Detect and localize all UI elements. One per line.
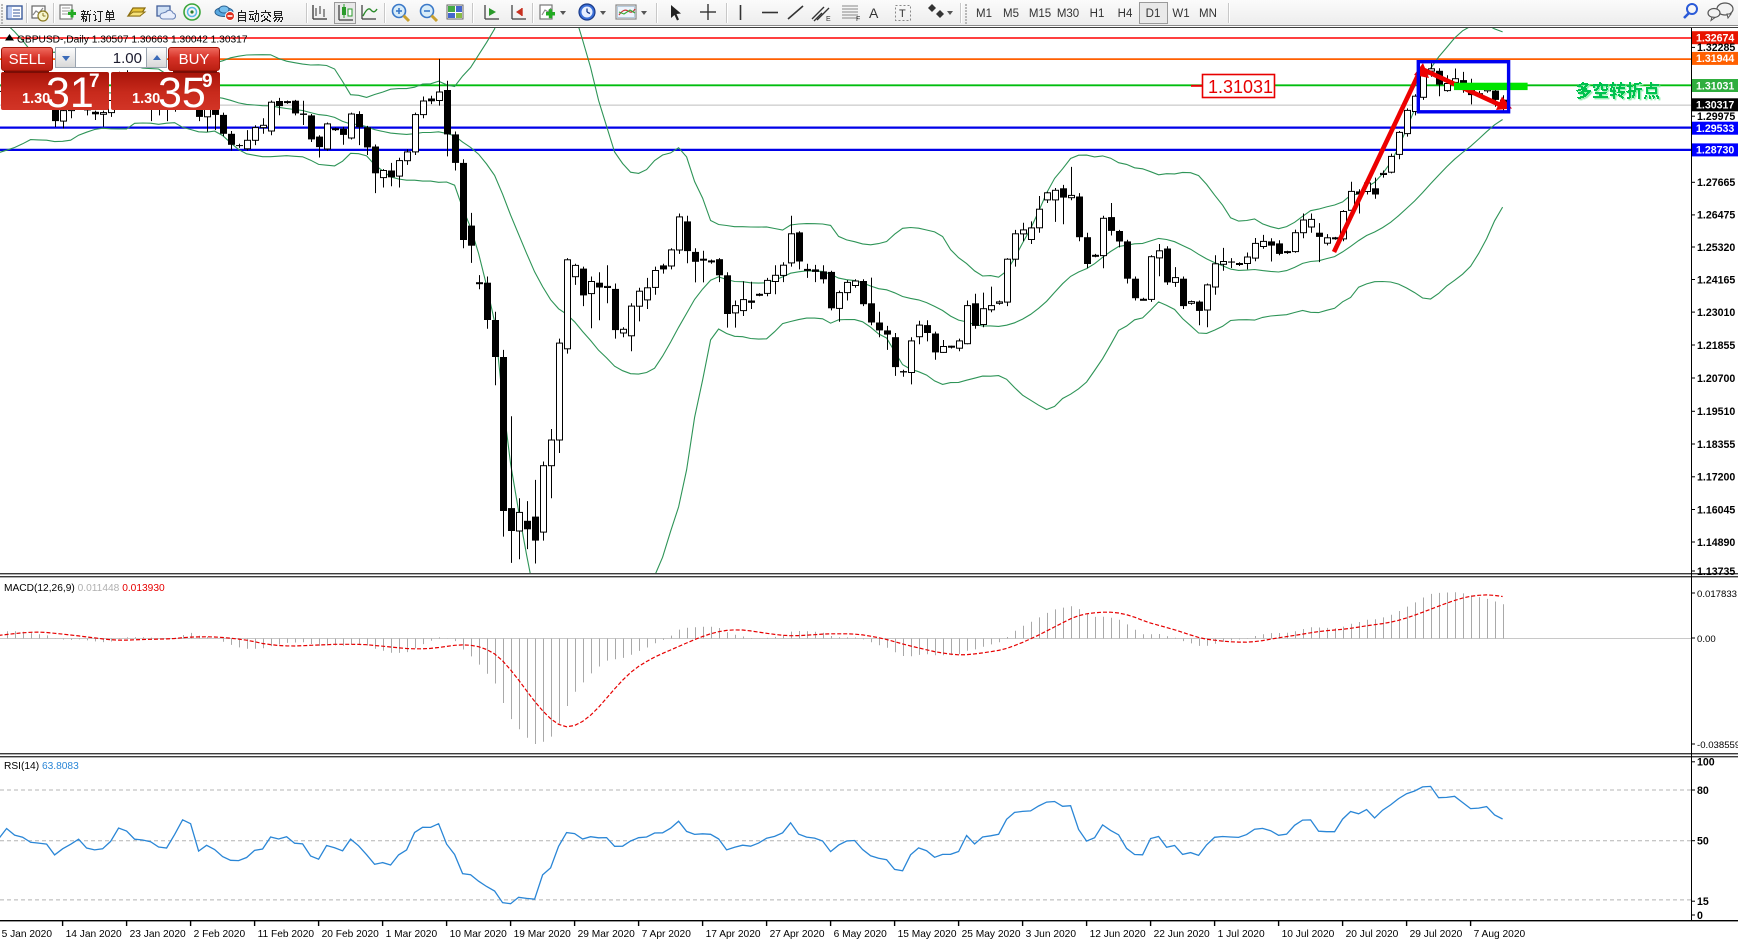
svg-text:F: F (856, 16, 860, 23)
svg-text:17 Apr 2020: 17 Apr 2020 (706, 929, 761, 940)
svg-text:M1: M1 (976, 8, 992, 20)
svg-text:1.14890: 1.14890 (1697, 537, 1735, 549)
svg-text:1.27665: 1.27665 (1697, 177, 1735, 189)
svg-text:10 Jul 2020: 10 Jul 2020 (1282, 929, 1335, 940)
svg-text:0.00: 0.00 (1697, 634, 1716, 645)
svg-text:5 Jan 2020: 5 Jan 2020 (2, 929, 53, 940)
svg-text:1.21855: 1.21855 (1697, 340, 1735, 352)
svg-text:1.13735: 1.13735 (1697, 566, 1735, 578)
svg-text:80: 80 (1697, 785, 1709, 797)
svg-text:100: 100 (1697, 757, 1715, 769)
svg-text:1 Mar 2020: 1 Mar 2020 (386, 929, 438, 940)
svg-text:MN: MN (1199, 8, 1217, 20)
svg-text:M15: M15 (1029, 8, 1051, 20)
svg-text:1.29533: 1.29533 (1696, 123, 1734, 135)
svg-text:1.18355: 1.18355 (1697, 439, 1735, 451)
svg-text:25 May 2020: 25 May 2020 (962, 929, 1021, 940)
svg-text:D1: D1 (1146, 8, 1161, 20)
svg-text:1 Jul 2020: 1 Jul 2020 (1218, 929, 1265, 940)
svg-text:1.31031: 1.31031 (1696, 80, 1734, 92)
svg-text:14 Jan 2020: 14 Jan 2020 (66, 929, 122, 940)
svg-text:1.29975: 1.29975 (1697, 111, 1735, 123)
svg-text:1.28730: 1.28730 (1696, 145, 1734, 157)
svg-text:M30: M30 (1057, 8, 1079, 20)
svg-text:0.017833: 0.017833 (1697, 589, 1737, 600)
svg-text:E: E (826, 16, 831, 23)
svg-text:3 Jun 2020: 3 Jun 2020 (1026, 929, 1077, 940)
svg-text:1.32674: 1.32674 (1696, 33, 1734, 45)
svg-text:27 Apr 2020: 27 Apr 2020 (770, 929, 825, 940)
svg-text:H1: H1 (1090, 8, 1105, 20)
svg-text:1.19510: 1.19510 (1697, 406, 1735, 418)
svg-text:6 May 2020: 6 May 2020 (834, 929, 888, 940)
svg-text:15: 15 (1697, 896, 1709, 908)
svg-text:T: T (899, 8, 906, 20)
svg-text:19 Mar 2020: 19 Mar 2020 (514, 929, 572, 940)
svg-text:15 May 2020: 15 May 2020 (898, 929, 957, 940)
svg-text:1.31944: 1.31944 (1696, 53, 1734, 65)
svg-text:1.24165: 1.24165 (1697, 274, 1735, 286)
svg-text:20 Jul 2020: 20 Jul 2020 (1346, 929, 1399, 940)
svg-text:1.17200: 1.17200 (1697, 472, 1735, 484)
svg-text:11 Feb 2020: 11 Feb 2020 (258, 929, 315, 940)
svg-text:1.32285: 1.32285 (1697, 42, 1735, 54)
svg-text:1.20700: 1.20700 (1697, 373, 1735, 385)
svg-text:1.26475: 1.26475 (1697, 210, 1735, 222)
svg-text:29 Jul 2020: 29 Jul 2020 (1410, 929, 1463, 940)
svg-text:M5: M5 (1003, 8, 1019, 20)
svg-text:10 Mar 2020: 10 Mar 2020 (450, 929, 508, 940)
svg-text:7 Aug 2020: 7 Aug 2020 (1474, 929, 1526, 940)
svg-text:2 Feb 2020: 2 Feb 2020 (194, 929, 246, 940)
svg-text:22 Jun 2020: 22 Jun 2020 (1154, 929, 1210, 940)
svg-text:1.31031: 1.31031 (1208, 77, 1273, 97)
svg-text:50: 50 (1697, 836, 1709, 848)
svg-text:23 Jan 2020: 23 Jan 2020 (130, 929, 186, 940)
svg-text:0: 0 (1697, 910, 1703, 922)
svg-text:-0.038559: -0.038559 (1697, 740, 1738, 751)
svg-text:12 Jun 2020: 12 Jun 2020 (1090, 929, 1146, 940)
svg-text:7 Apr 2020: 7 Apr 2020 (642, 929, 692, 940)
svg-text:GBPUSD-,Daily 1.30507 1.30663: GBPUSD-,Daily 1.30507 1.30663 1.30042 1.… (17, 35, 248, 46)
svg-text:1.16045: 1.16045 (1697, 504, 1735, 516)
svg-text:20 Feb 2020: 20 Feb 2020 (322, 929, 380, 940)
svg-text:RSI(14) 63.8083: RSI(14) 63.8083 (4, 761, 79, 772)
svg-text:A: A (869, 5, 879, 21)
svg-text:MACD(12,26,9) 0.011448 0.01393: MACD(12,26,9) 0.011448 0.013930 (4, 583, 165, 594)
svg-text:1.30317: 1.30317 (1696, 100, 1734, 112)
svg-text:1.25320: 1.25320 (1697, 242, 1735, 254)
svg-text:W1: W1 (1172, 8, 1189, 20)
svg-text:29 Mar 2020: 29 Mar 2020 (578, 929, 636, 940)
svg-text:1.23010: 1.23010 (1697, 307, 1735, 319)
svg-text:H4: H4 (1118, 8, 1133, 20)
